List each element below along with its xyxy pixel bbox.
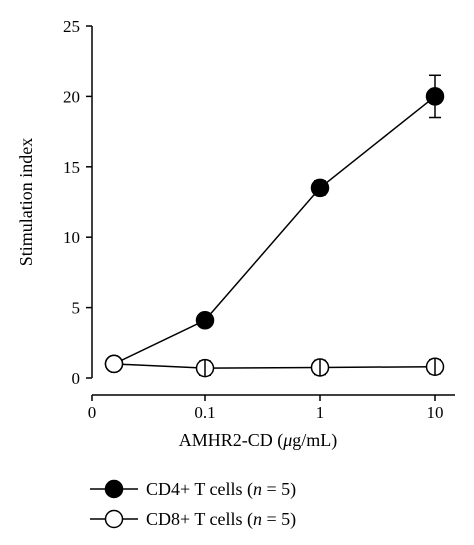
legend-marker xyxy=(104,479,124,499)
series-1 xyxy=(104,74,445,374)
y-tick-label: 10 xyxy=(63,228,80,247)
axes xyxy=(91,26,455,396)
y-axis-title: Stimulation index xyxy=(16,138,36,267)
x-tick-label: 0 xyxy=(88,403,97,422)
data-point xyxy=(425,87,445,106)
y-tick-label: 15 xyxy=(63,158,80,177)
data-point xyxy=(195,311,215,330)
y-tick-label: 25 xyxy=(63,17,80,36)
data-point xyxy=(104,354,124,374)
series-line xyxy=(113,363,436,369)
y-ticks: 0 5 10 15 20 25 xyxy=(63,17,92,388)
x-tick-label: 1 xyxy=(316,403,325,422)
y-tick-label: 5 xyxy=(72,299,81,318)
x-tick-label: 0.1 xyxy=(194,403,215,422)
y-tick-label: 20 xyxy=(63,87,80,106)
legend-item: CD4+ T cells (n = 5) xyxy=(90,479,296,500)
legend-label: CD8+ T cells (n = 5) xyxy=(146,509,296,530)
data-point xyxy=(310,178,330,198)
y-tick-label: 0 xyxy=(72,369,81,388)
plot-area xyxy=(104,74,445,378)
legend-label: CD4+ T cells (n = 5) xyxy=(146,479,296,500)
x-ticks: 0 0.1 1 10 xyxy=(88,395,444,422)
series-2 xyxy=(104,354,445,378)
x-tick-label: 10 xyxy=(427,403,444,422)
legend-marker xyxy=(104,509,124,529)
x-axis-title: AMHR2-CD (μg/mL) xyxy=(179,430,338,451)
legend: CD4+ T cells (n = 5) CD8+ T cells (n = 5) xyxy=(90,479,296,530)
legend-item: CD8+ T cells (n = 5) xyxy=(90,509,296,530)
series-line xyxy=(113,95,436,365)
